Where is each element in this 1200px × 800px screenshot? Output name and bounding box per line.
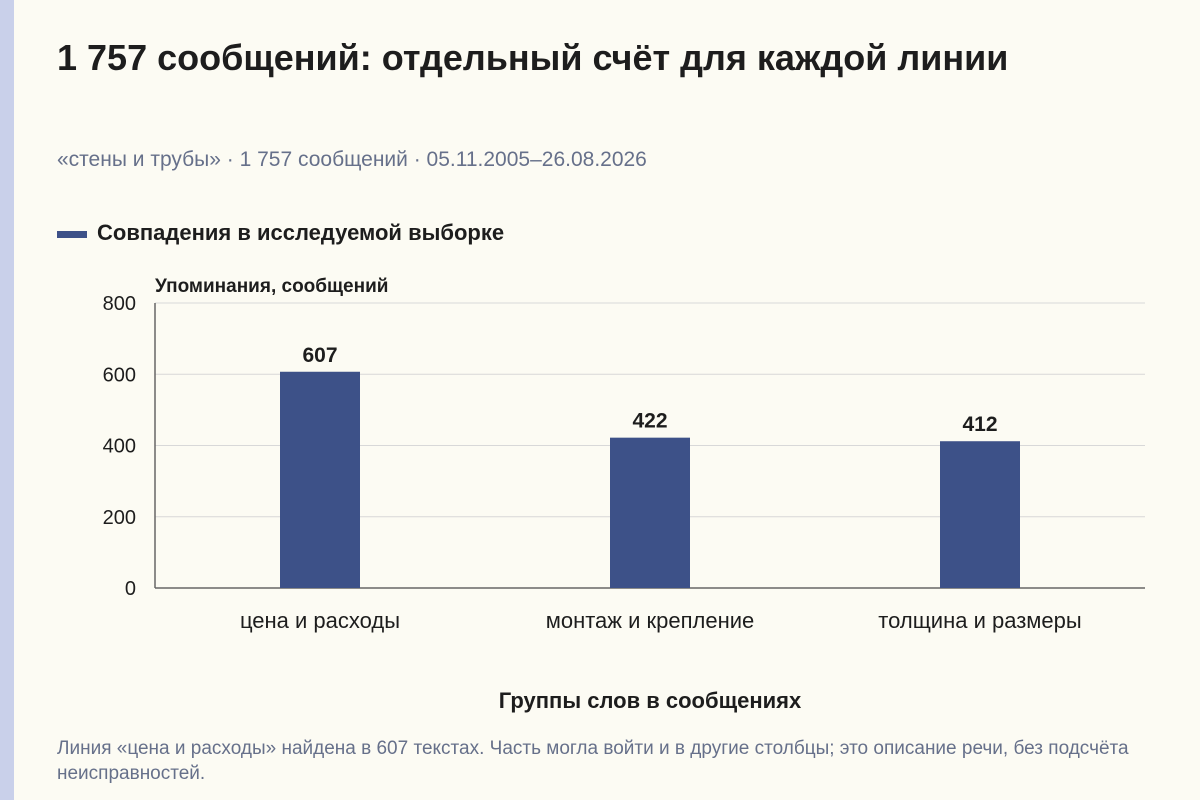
x-axis-label: Группы слов в сообщениях [499,688,802,713]
left-accent-bar [0,0,14,800]
y-tick-label: 800 [103,293,136,315]
bar-1 [280,371,360,588]
y-tick-label: 200 [103,507,136,529]
legend-label: Совпадения в исследуемой выборке [97,220,505,245]
y-tick-label: 600 [103,364,136,386]
page-title: 1 757 сообщений: отдельный счёт для кажд… [57,37,1009,78]
data-label-1: 607 [302,344,337,367]
chart-caption: Линия «цена и расходы» найдена в 607 тек… [57,738,1129,784]
page-subtitle: «стены и трубы» · 1 757 сообщений · 05.1… [57,148,647,171]
chart-legend: Совпадения в исследуемой выборке [57,219,504,247]
legend-swatch [57,230,87,238]
bar-2 [610,437,690,588]
y-axis-label: Упоминания, сообщений [155,276,388,297]
y-tick-label: 400 [103,436,136,458]
category-label-2: монтаж и крепление [546,608,755,633]
data-label-3: 412 [962,413,997,436]
bar-3 [940,441,1020,588]
category-label-3: толщина и размеры [878,608,1081,633]
category-label-1: цена и расходы [240,608,400,633]
y-tick-label: 0 [125,578,136,600]
data-label-2: 422 [632,410,667,433]
